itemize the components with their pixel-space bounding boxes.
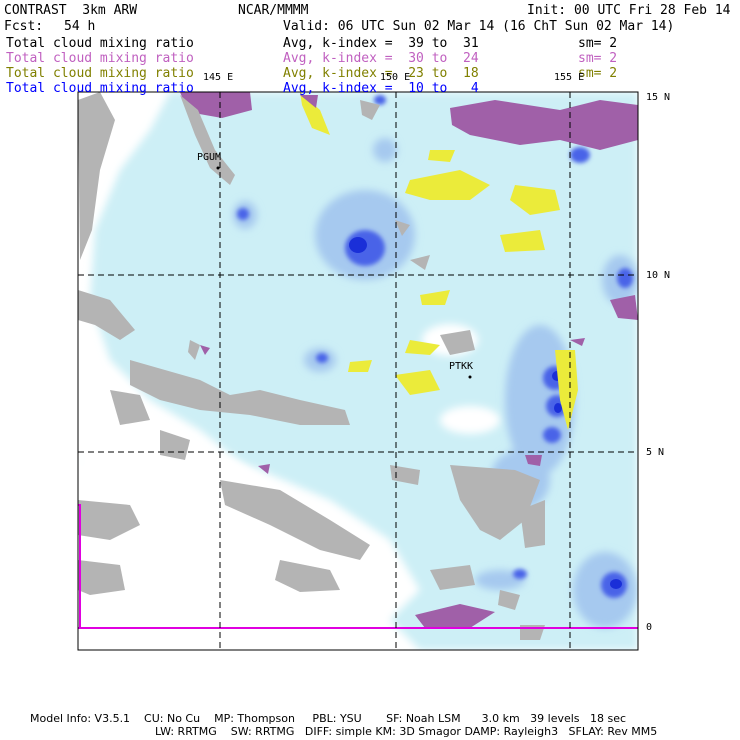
lon-label-145e: 145 E xyxy=(203,72,234,83)
lon-label-155e: 155 E xyxy=(554,72,585,83)
lon-label-150e: 150 E xyxy=(380,72,411,83)
model-title: CONTRAST 3km ARW xyxy=(4,3,138,18)
lat-label-5n: 5 N xyxy=(646,447,665,458)
field-smoothing-2: sm= 2 xyxy=(578,51,618,66)
station-label-ptkk: PTKK xyxy=(449,361,474,372)
lat-label-10n: 10 N xyxy=(646,270,671,281)
field-smoothing-1: sm= 2 xyxy=(578,36,618,51)
field-stats-4: Avg, k-index = 10 to 4 xyxy=(283,81,479,96)
land-layer xyxy=(78,92,545,640)
map-frame xyxy=(77,91,639,651)
forecast-label: Fcst: xyxy=(4,19,44,34)
init-time: Init: 00 UTC Fri 28 Feb 14 xyxy=(527,3,731,18)
field-name-4: Total cloud mixing ratio xyxy=(6,81,194,96)
station-marker-pgum xyxy=(216,166,220,170)
lat-label-equator: 0 xyxy=(646,622,653,633)
field-name-3: Total cloud mixing ratio xyxy=(6,66,194,81)
station-label-pgum: PGUM xyxy=(197,152,222,163)
lat-label-15n: 15 N xyxy=(646,92,671,103)
field-stats-2: Avg, k-index = 30 to 24 xyxy=(283,51,479,66)
field-name-1: Total cloud mixing ratio xyxy=(6,36,194,51)
field-stats-3: Avg, k-index = 23 to 18 xyxy=(283,66,479,81)
valid-time: Valid: 06 UTC Sun 02 Mar 14 (16 ChT Sun … xyxy=(283,19,675,34)
field-stats-1: Avg, k-index = 39 to 31 xyxy=(283,36,479,51)
grid-lines xyxy=(78,92,638,650)
field-smoothing-3: sm= 2 xyxy=(578,66,618,81)
boundary-marker xyxy=(78,504,81,628)
forecast-hour: 54 h xyxy=(64,19,96,34)
field-name-2: Total cloud mixing ratio xyxy=(6,51,194,66)
model-info-line-2: LW: RRTMG SW: RRTMG DIFF: simple KM: 3D … xyxy=(155,725,658,738)
ice-cloud-layer xyxy=(300,92,620,430)
organization-label: NCAR/MMMM xyxy=(238,3,309,18)
station-marker-ptkk xyxy=(468,375,472,379)
model-info-line-1: Model Info: V3.5.1 CU: No Cu MP: Thompso… xyxy=(30,712,627,725)
